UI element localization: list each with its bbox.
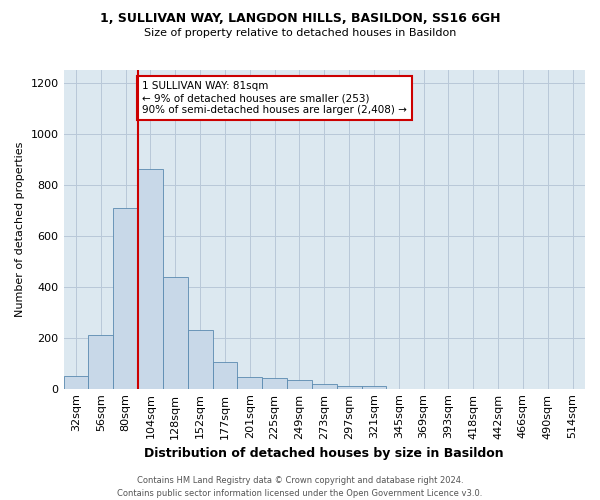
Y-axis label: Number of detached properties: Number of detached properties	[15, 142, 25, 317]
Bar	[64, 376, 88, 388]
Text: 1 SULLIVAN WAY: 81sqm
← 9% of detached houses are smaller (253)
90% of semi-deta: 1 SULLIVAN WAY: 81sqm ← 9% of detached h…	[142, 82, 407, 114]
Bar	[238, 376, 262, 388]
Bar	[212, 362, 238, 388]
Bar	[337, 386, 362, 388]
Bar	[163, 276, 188, 388]
Bar	[287, 380, 312, 388]
Text: Size of property relative to detached houses in Basildon: Size of property relative to detached ho…	[144, 28, 456, 38]
Bar	[188, 330, 212, 388]
Bar	[312, 384, 337, 388]
X-axis label: Distribution of detached houses by size in Basildon: Distribution of detached houses by size …	[145, 447, 504, 460]
Bar	[88, 335, 113, 388]
Bar	[362, 386, 386, 388]
Text: 1, SULLIVAN WAY, LANGDON HILLS, BASILDON, SS16 6GH: 1, SULLIVAN WAY, LANGDON HILLS, BASILDON…	[100, 12, 500, 26]
Bar	[262, 378, 287, 388]
Bar	[113, 208, 138, 388]
Text: Contains HM Land Registry data © Crown copyright and database right 2024.
Contai: Contains HM Land Registry data © Crown c…	[118, 476, 482, 498]
Bar	[138, 170, 163, 388]
